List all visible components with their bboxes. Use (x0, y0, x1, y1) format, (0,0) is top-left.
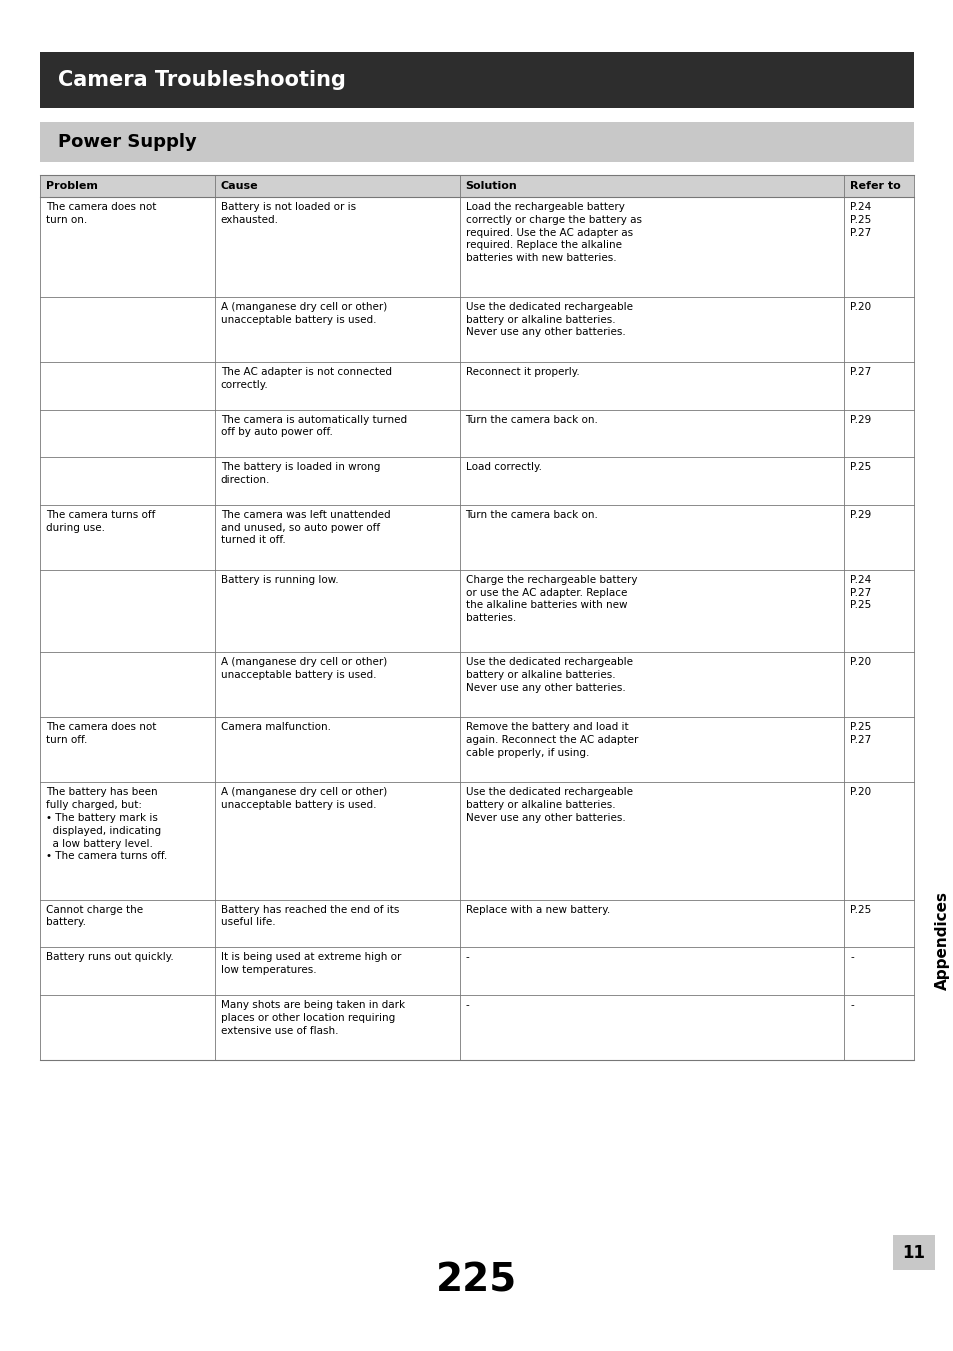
Text: Battery runs out quickly.: Battery runs out quickly. (46, 952, 173, 962)
Text: P.20: P.20 (849, 301, 870, 312)
Text: Power Supply: Power Supply (58, 132, 196, 151)
Text: A (manganese dry cell or other)
unacceptable battery is used.: A (manganese dry cell or other) unaccept… (220, 301, 387, 324)
Text: The camera does not
turn on.: The camera does not turn on. (46, 203, 156, 224)
Text: Use the dedicated rechargeable
battery or alkaline batteries.
Never use any othe: Use the dedicated rechargeable battery o… (465, 788, 632, 823)
Text: Cause: Cause (220, 181, 258, 190)
Text: Remove the battery and load it
again. Reconnect the AC adapter
cable properly, i: Remove the battery and load it again. Re… (465, 723, 638, 758)
Text: Many shots are being taken in dark
places or other location requiring
extensive : Many shots are being taken in dark place… (220, 1000, 404, 1036)
Text: The battery has been
fully charged, but:
• The battery mark is
  displayed, indi: The battery has been fully charged, but:… (46, 788, 167, 862)
Text: Battery has reached the end of its
useful life.: Battery has reached the end of its usefu… (220, 905, 398, 927)
Text: Cannot charge the
battery.: Cannot charge the battery. (46, 905, 143, 927)
Text: The camera turns off
during use.: The camera turns off during use. (46, 509, 155, 532)
Text: -: - (849, 1000, 853, 1011)
Text: Appendices: Appendices (934, 890, 948, 989)
Text: Charge the rechargeable battery
or use the AC adapter. Replace
the alkaline batt: Charge the rechargeable battery or use t… (465, 576, 637, 623)
Text: Camera malfunction.: Camera malfunction. (220, 723, 331, 732)
Text: Turn the camera back on.: Turn the camera back on. (465, 415, 598, 424)
Text: P.27: P.27 (849, 367, 870, 377)
Text: A (manganese dry cell or other)
unacceptable battery is used.: A (manganese dry cell or other) unaccept… (220, 658, 387, 680)
Text: 11: 11 (902, 1243, 924, 1262)
Text: Turn the camera back on.: Turn the camera back on. (465, 509, 598, 520)
Text: It is being used at extreme high or
low temperatures.: It is being used at extreme high or low … (220, 952, 401, 975)
Bar (40, 122, 913, 162)
Text: 225: 225 (436, 1262, 517, 1300)
Text: P.29: P.29 (849, 509, 870, 520)
Text: P.25: P.25 (849, 462, 870, 473)
Text: Replace with a new battery.: Replace with a new battery. (465, 905, 609, 915)
Text: Use the dedicated rechargeable
battery or alkaline batteries.
Never use any othe: Use the dedicated rechargeable battery o… (465, 658, 632, 693)
Text: Battery is running low.: Battery is running low. (220, 576, 338, 585)
Text: Reconnect it properly.: Reconnect it properly. (465, 367, 578, 377)
Text: The camera was left unattended
and unused, so auto power off
turned it off.: The camera was left unattended and unuse… (220, 509, 390, 546)
Bar (40, 176, 913, 197)
Text: The AC adapter is not connected
correctly.: The AC adapter is not connected correctl… (220, 367, 392, 389)
Text: Camera Troubleshooting: Camera Troubleshooting (58, 70, 346, 91)
Text: Load correctly.: Load correctly. (465, 462, 541, 473)
Text: P.24
P.25
P.27: P.24 P.25 P.27 (849, 203, 870, 238)
Text: -: - (465, 1000, 469, 1011)
Text: P.25
P.27: P.25 P.27 (849, 723, 870, 746)
Text: Use the dedicated rechargeable
battery or alkaline batteries.
Never use any othe: Use the dedicated rechargeable battery o… (465, 301, 632, 338)
Text: Solution: Solution (465, 181, 517, 190)
Text: The camera does not
turn off.: The camera does not turn off. (46, 723, 156, 746)
Text: P.29: P.29 (849, 415, 870, 424)
Text: Refer to: Refer to (849, 181, 900, 190)
Text: Battery is not loaded or is
exhausted.: Battery is not loaded or is exhausted. (220, 203, 355, 224)
Text: P.20: P.20 (849, 658, 870, 667)
Bar (892, 1235, 934, 1270)
Text: -: - (849, 952, 853, 962)
Text: P.24
P.27
P.25: P.24 P.27 P.25 (849, 576, 870, 611)
Text: -: - (465, 952, 469, 962)
Text: The camera is automatically turned
off by auto power off.: The camera is automatically turned off b… (220, 415, 407, 438)
Text: Load the rechargeable battery
correctly or charge the battery as
required. Use t: Load the rechargeable battery correctly … (465, 203, 640, 263)
Text: P.20: P.20 (849, 788, 870, 797)
Text: P.25: P.25 (849, 905, 870, 915)
Bar (40, 51, 913, 108)
Text: A (manganese dry cell or other)
unacceptable battery is used.: A (manganese dry cell or other) unaccept… (220, 788, 387, 811)
Text: Problem: Problem (46, 181, 98, 190)
Text: The battery is loaded in wrong
direction.: The battery is loaded in wrong direction… (220, 462, 380, 485)
